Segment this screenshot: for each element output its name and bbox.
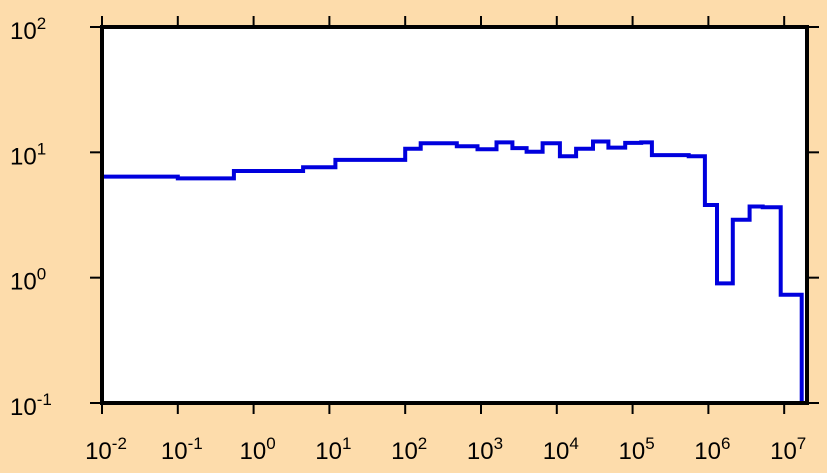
x-tick-label: 10-1	[161, 434, 203, 465]
x-tick-label: 100	[240, 434, 276, 465]
x-tick-label: 107	[770, 434, 806, 465]
x-tick-label: 106	[694, 434, 730, 465]
x-tick-label: 105	[619, 434, 655, 465]
y-tick-label: 100	[10, 265, 46, 296]
x-tick-label: 102	[391, 434, 427, 465]
x-tick-label: 10-2	[85, 434, 127, 465]
plot-area	[102, 27, 807, 403]
y-tick-label: 101	[10, 139, 46, 170]
series-line	[100, 139, 804, 403]
y-tick-label: 102	[10, 14, 46, 45]
x-tick-label: 101	[315, 434, 351, 465]
x-tick-label: 104	[543, 434, 579, 465]
x-tick-label: 103	[467, 434, 503, 465]
y-tick-labels: 10-1 100 101 102	[10, 14, 52, 421]
plot-frame	[100, 25, 809, 405]
y-tick-label: 10-1	[10, 390, 52, 421]
x-tick-labels: 10-2 10-1 100 101 102 103 104 105 106 107	[85, 434, 806, 465]
